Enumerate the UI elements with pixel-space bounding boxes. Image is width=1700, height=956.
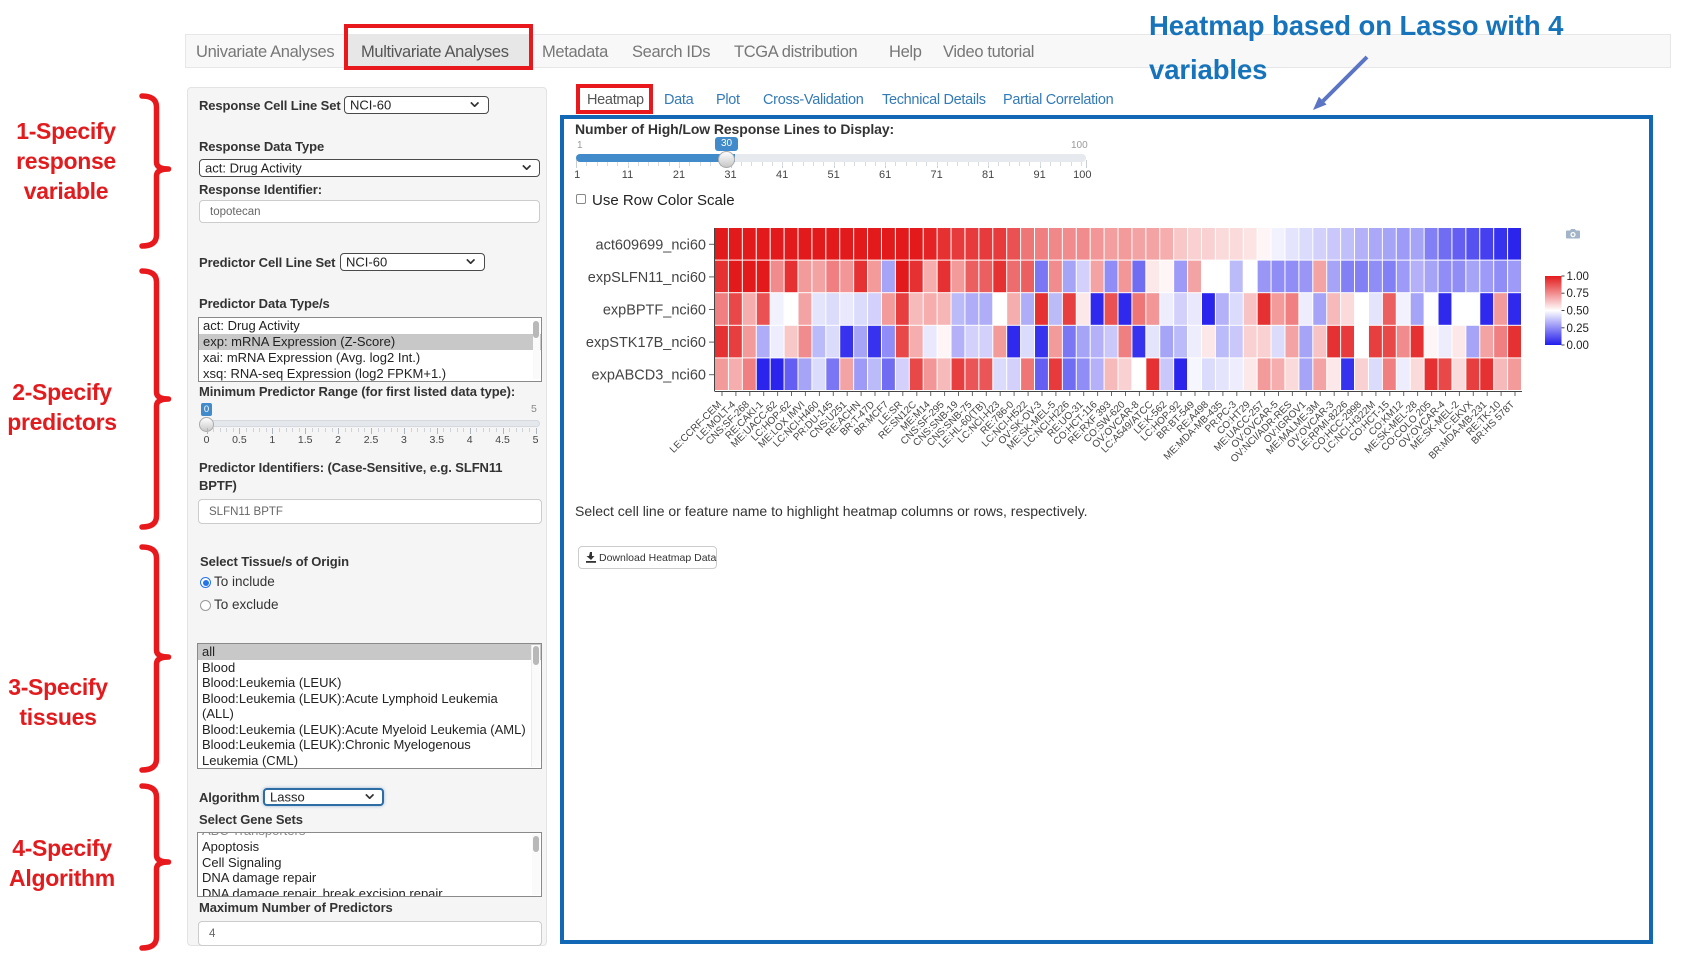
svg-text:expSTK17B_nci60: expSTK17B_nci60 [586, 335, 706, 351]
svg-text:expBPTF_nci60: expBPTF_nci60 [603, 303, 706, 319]
svg-text:0.25: 0.25 [1567, 323, 1589, 335]
svg-text:0.00: 0.00 [1567, 340, 1589, 352]
svg-text:expSLFN11_nci60: expSLFN11_nci60 [588, 270, 706, 286]
svg-text:expABCD3_nci60: expABCD3_nci60 [592, 368, 706, 384]
svg-text:0.75: 0.75 [1567, 288, 1589, 300]
svg-text:0.50: 0.50 [1567, 306, 1589, 318]
svg-text:act609699_nci60: act609699_nci60 [596, 237, 706, 253]
svg-text:1.00: 1.00 [1567, 271, 1589, 283]
